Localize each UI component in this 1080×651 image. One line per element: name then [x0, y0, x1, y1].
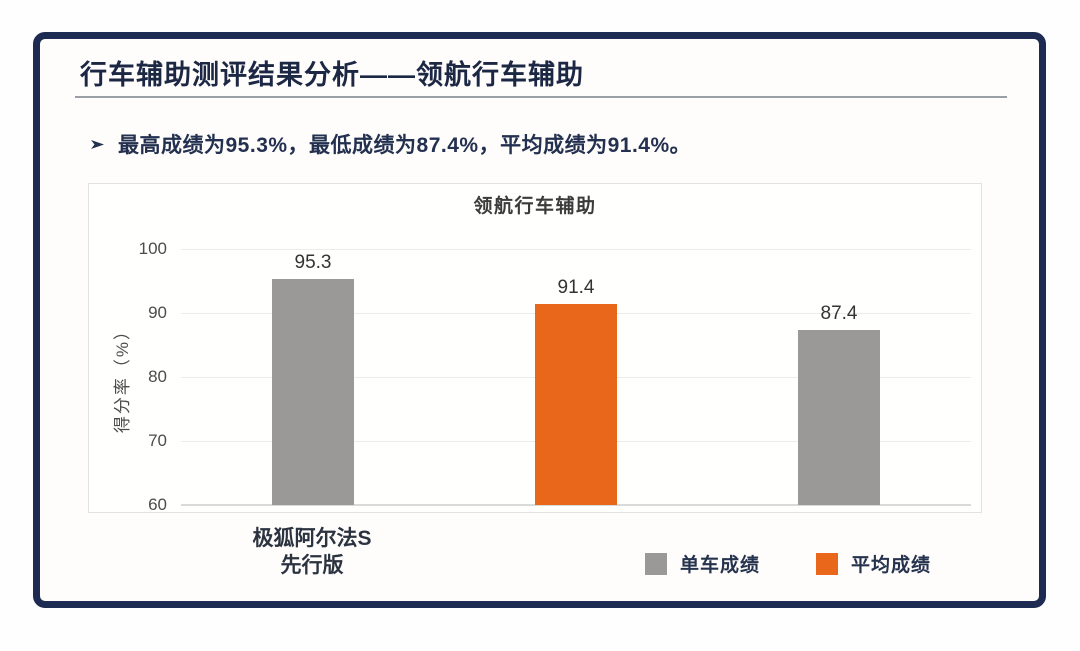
chart-panel: 领航行车辅助 得分率（%） 100 90 80 70 60 95.3 91.4 …: [88, 183, 982, 514]
bullet-arrow-icon: [90, 137, 105, 152]
bar-group-single-score-1: 95.3: [271, 249, 355, 505]
gridline: [181, 249, 971, 250]
y-tick-label: 90: [148, 303, 167, 322]
bar-group-average-score: 91.4: [534, 249, 618, 505]
bar-value-label: 87.4: [820, 302, 858, 324]
bullet-text: 最高成绩为95.3%，最低成绩为87.4%，平均成绩为91.4%。: [118, 134, 692, 157]
slide-card: 行车辅助测评结果分析——领航行车辅助 最高成绩为95.3%，最低成绩为87.4%…: [33, 32, 1046, 608]
legend-item-single-score: 单车成绩: [645, 550, 760, 577]
y-tick-label: 70: [148, 431, 167, 450]
plot-area: 95.3 91.4 87.4: [181, 249, 971, 506]
x-axis-baseline: [181, 504, 971, 506]
y-tick-label: 100: [138, 239, 167, 258]
y-tick-label: 80: [148, 367, 167, 386]
bar-value-label: 95.3: [294, 252, 332, 274]
page-title: 行车辅助测评结果分析——领航行车辅助: [80, 60, 584, 90]
bar-single-score-1: [272, 279, 354, 505]
legend-swatch-average-score: [816, 552, 839, 575]
y-tick-label: 60: [148, 495, 167, 514]
legend: 单车成绩 平均成绩: [645, 550, 931, 577]
category-label-line2: 先行版: [280, 554, 344, 577]
legend-swatch-single-score: [645, 552, 667, 575]
bar-group-single-score-2: 87.4: [797, 249, 881, 505]
category-label: 极狐阿尔法S 先行版: [202, 525, 422, 579]
chart-title: 领航行车辅助: [473, 196, 597, 217]
legend-item-average-score: 平均成绩: [816, 550, 931, 577]
legend-label: 平均成绩: [851, 555, 932, 576]
title-divider: [75, 96, 1007, 98]
category-label-line1: 极狐阿尔法S: [252, 527, 372, 550]
bullet-line: 最高成绩为95.3%，最低成绩为87.4%，平均成绩为91.4%。: [90, 129, 691, 159]
bar-single-score-2: [798, 329, 880, 505]
bar-average-score: [535, 304, 617, 505]
legend-label: 单车成绩: [680, 555, 761, 576]
bar-value-label: 91.4: [557, 277, 595, 299]
